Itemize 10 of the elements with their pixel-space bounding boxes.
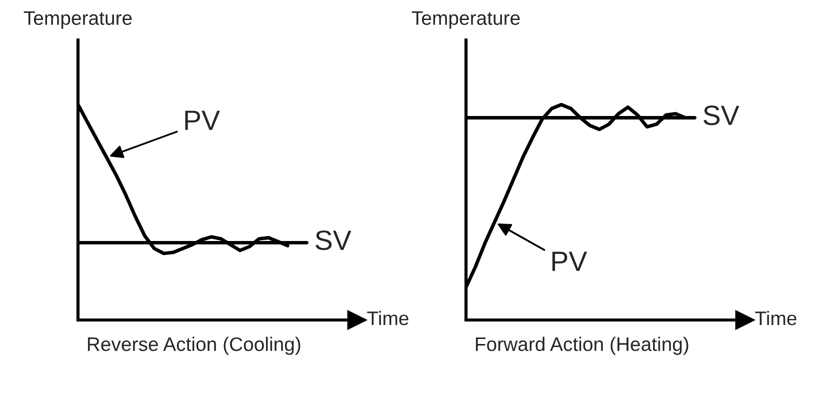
series-label: SV [316,230,352,250]
x-axis-title: Time [755,310,796,326]
x-axis-title: Time [367,310,408,326]
y-axis-title: Temperature [412,11,520,29]
text: Reverse Action (Cooling) [88,336,300,355]
text: PV [185,110,220,130]
text: Forward Action (Heating) [476,336,688,355]
y-axis-title: Temperature [24,11,132,29]
text: PV [552,252,588,271]
series-label: SV [704,106,740,126]
